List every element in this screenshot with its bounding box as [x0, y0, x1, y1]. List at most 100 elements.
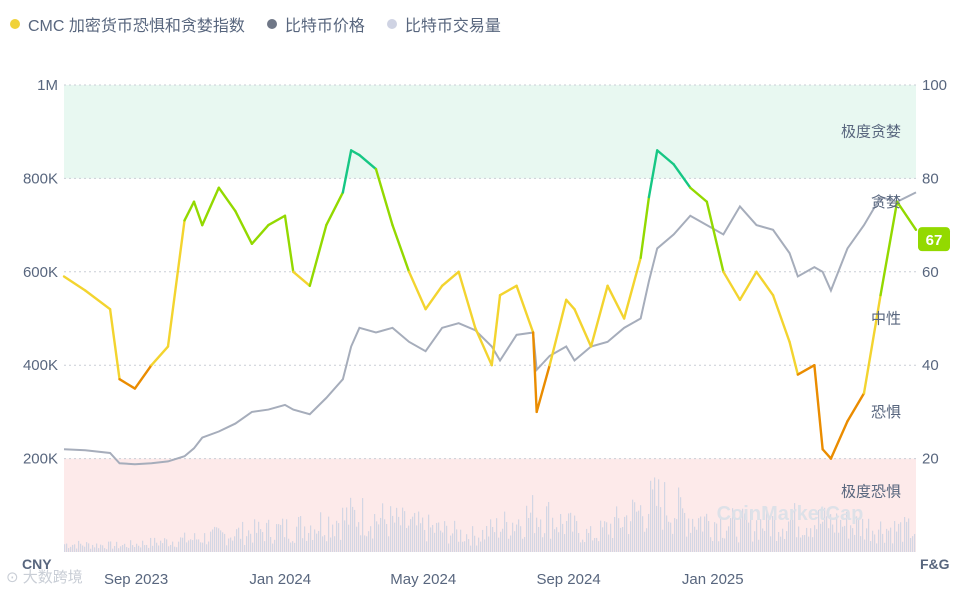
fg-segment-43 — [689, 186, 709, 203]
volume-bar — [598, 541, 600, 552]
volume-bar — [576, 521, 578, 552]
volume-bar — [906, 521, 908, 552]
volume-bar — [102, 545, 104, 552]
fg-segment-4 — [133, 364, 153, 390]
volume-bar — [418, 511, 420, 552]
volume-bar — [818, 509, 820, 552]
volume-bar — [610, 523, 612, 552]
volume-bar — [820, 523, 822, 552]
volume-bar — [114, 546, 116, 552]
volume-bar — [910, 538, 912, 552]
volume-bar — [592, 540, 594, 552]
volume-bar — [222, 532, 224, 552]
volume-bar — [452, 533, 454, 552]
volume-bar — [896, 531, 898, 552]
volume-bar — [640, 505, 642, 552]
volume-bar — [120, 546, 122, 552]
volume-bar — [198, 539, 200, 552]
volume-bar — [762, 528, 764, 552]
volume-bar — [604, 521, 606, 552]
fg-segment-10 — [217, 186, 237, 213]
volume-bar — [288, 538, 290, 552]
legend-item-price[interactable]: 比特币价格 — [266, 12, 365, 36]
volume-bar — [406, 528, 408, 552]
volume-bar — [888, 530, 890, 552]
volume-bar — [650, 480, 652, 552]
volume-bar — [768, 519, 770, 552]
volume-bar — [800, 537, 802, 552]
volume-bar — [458, 541, 460, 552]
legend-dot-price — [266, 19, 277, 29]
volume-bar — [290, 542, 292, 552]
volume-bar — [98, 548, 100, 552]
fg-segment-1 — [84, 289, 112, 311]
volume-bar — [494, 532, 496, 552]
zone-label-4: 极度恐惧 — [841, 483, 901, 500]
volume-bar — [652, 489, 654, 552]
volume-bar — [402, 507, 404, 552]
volume-bar — [656, 505, 658, 552]
volume-bar — [90, 548, 92, 552]
volume-bar — [170, 544, 172, 552]
volume-bar — [266, 522, 268, 552]
volume-bar — [264, 541, 266, 552]
volume-bar — [812, 537, 814, 552]
volume-bar — [568, 513, 570, 552]
volume-bar — [318, 530, 320, 552]
x-tick-label-1: Jan 2024 — [249, 571, 311, 588]
volume-bar — [78, 540, 80, 552]
volume-bar — [82, 545, 84, 552]
volume-bar — [874, 534, 876, 552]
volume-bar — [630, 521, 632, 552]
volume-bar — [176, 547, 178, 552]
fg-segment-36 — [589, 284, 609, 348]
volume-bar — [254, 519, 256, 552]
volume-bar — [868, 518, 870, 552]
fg-segment-13 — [267, 214, 287, 227]
volume-bar — [400, 525, 402, 552]
volume-bar — [156, 542, 158, 552]
volume-bar — [524, 536, 526, 552]
fg-segment-6 — [166, 219, 186, 348]
x-tick-label-2: May 2024 — [390, 571, 456, 588]
volume-bar — [148, 547, 150, 552]
volume-bar — [430, 527, 432, 552]
volume-bar — [334, 536, 336, 552]
fg-segment-56 — [879, 200, 899, 297]
volume-bar — [884, 542, 886, 552]
volume-bar — [778, 532, 780, 552]
volume-bar — [754, 531, 756, 552]
volume-bar — [722, 537, 724, 552]
volume-bar — [244, 544, 246, 552]
volume-bar — [86, 542, 88, 552]
volume-bar — [854, 534, 856, 552]
fg-segment-8 — [192, 200, 204, 227]
volume-bar — [210, 531, 212, 552]
volume-bar — [502, 528, 504, 552]
volume-bar — [208, 541, 210, 552]
volume-bar — [80, 543, 82, 552]
legend-label-fg: CMC 加密货币恐惧和贪婪指数 — [28, 18, 245, 35]
volume-bar — [830, 514, 832, 552]
volume-bar — [180, 537, 182, 552]
fg-segment-31 — [531, 331, 538, 414]
volume-bar — [826, 516, 828, 552]
volume-bar — [116, 541, 118, 552]
volume-bar — [362, 498, 364, 552]
volume-bar — [292, 541, 294, 552]
volume-bar — [626, 515, 628, 552]
volume-bar — [324, 535, 326, 552]
volume-bar — [870, 541, 872, 552]
legend-item-volume[interactable]: 比特币交易量 — [386, 12, 501, 36]
volume-bar — [740, 514, 742, 552]
fg-segment-7 — [183, 200, 196, 222]
volume-bar — [898, 523, 900, 552]
volume-bar — [810, 528, 812, 552]
fg-segment-34 — [565, 298, 576, 311]
volume-bar — [312, 539, 314, 552]
volume-bar — [366, 536, 368, 552]
fg-segment-0 — [62, 275, 87, 292]
volume-bar — [308, 532, 310, 552]
legend-item-fg[interactable]: CMC 加密货币恐惧和贪婪指数 — [10, 12, 245, 36]
volume-bar — [914, 533, 916, 552]
